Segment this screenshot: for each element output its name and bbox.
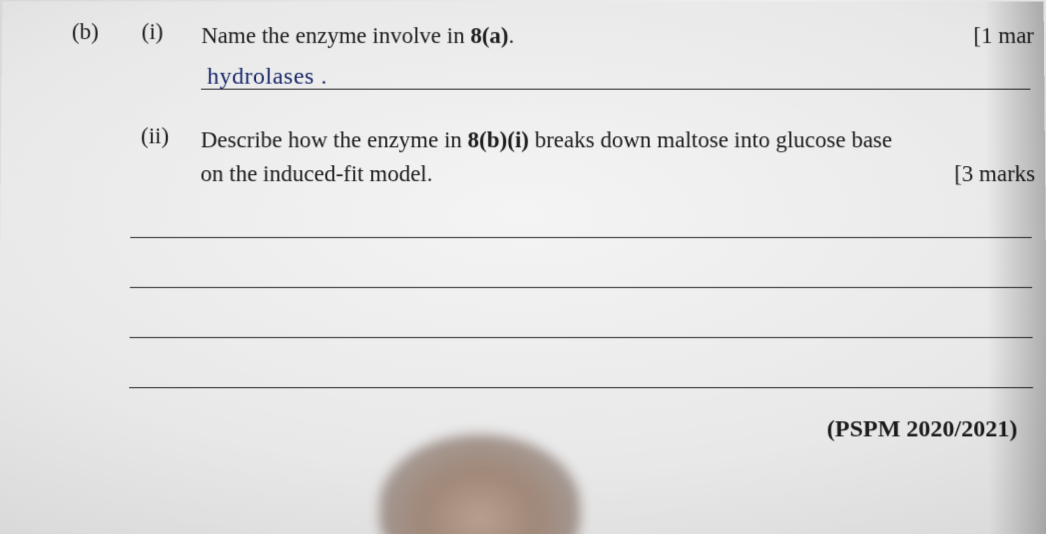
question-b-i-tail: . [509, 23, 515, 48]
question-b-ii-row: (ii) Describe how the enzyme in 8(b)(i) … [1, 124, 1046, 190]
handwritten-answer-b-i: hydrolases . [207, 64, 327, 91]
spacer [1, 106, 1044, 124]
answer-line-b-ii-1 [130, 200, 1032, 238]
roman-i: (i) [141, 19, 201, 45]
roman-ii: (ii) [141, 124, 201, 150]
answer-line-b-ii-2 [130, 250, 1032, 288]
answer-line-b-ii-4 [129, 350, 1033, 388]
question-b-i-text: Name the enzyme involve in 8(a). [1 mar [201, 19, 1044, 52]
question-b-ii-text: Describe how the enzyme in 8(b)(i) break… [200, 124, 1045, 190]
question-b-i-row: (b) (i) Name the enzyme involve in 8(a).… [2, 19, 1044, 52]
part-label-b: (b) [72, 19, 142, 45]
question-b-i-ref: 8(a) [470, 23, 508, 48]
question-b-ii-ref: 8(b)(i) [468, 128, 529, 153]
page-edge-shadow [984, 1, 1046, 534]
source-footer: (PSPM 2020/2021) [0, 416, 1046, 443]
thumb-shadow [379, 434, 580, 534]
exam-page: (b) (i) Name the enzyme involve in 8(a).… [0, 1, 1046, 534]
answer-line-b-ii-3 [130, 300, 1033, 338]
question-b-i-plain: Name the enzyme involve in [201, 23, 470, 48]
question-b-ii-l1b: breaks down maltose into glucose base [529, 128, 892, 153]
question-b-ii-l1a: Describe how the enzyme in [201, 128, 468, 153]
answer-line-b-i: hydrolases . [201, 56, 1030, 90]
question-b-ii-l2: on the induced-fit model. [200, 161, 432, 186]
